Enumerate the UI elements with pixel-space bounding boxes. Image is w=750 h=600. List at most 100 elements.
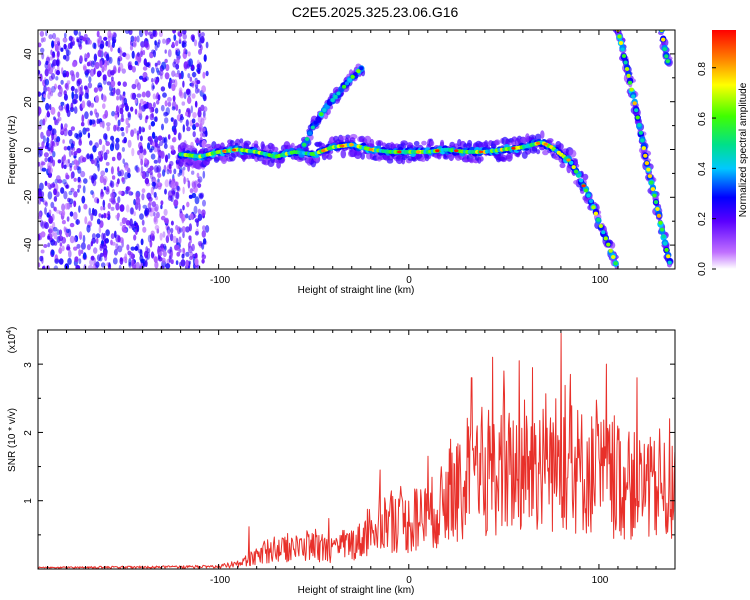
noise-blob xyxy=(187,180,191,189)
noise-blob xyxy=(38,42,42,48)
noise-blob xyxy=(104,167,109,173)
noise-blob xyxy=(196,63,201,69)
noise-blob xyxy=(99,43,104,49)
noise-blob xyxy=(157,172,162,178)
noise-blob xyxy=(147,142,151,150)
right-trace-1-core xyxy=(621,54,627,58)
upper-branch-core xyxy=(310,125,315,130)
noise-blob xyxy=(133,234,137,241)
noise-blob xyxy=(45,141,49,148)
noise-blob xyxy=(105,53,110,62)
noise-blob xyxy=(157,135,163,141)
noise-blob xyxy=(47,242,51,248)
noise-blob xyxy=(105,229,110,237)
noise-blob xyxy=(78,95,82,101)
noise-blob xyxy=(201,242,205,250)
noise-blob xyxy=(179,208,183,214)
noise-blob xyxy=(121,147,125,152)
main-trace-core xyxy=(583,188,589,193)
noise-blob xyxy=(190,34,195,41)
noise-blob xyxy=(75,71,80,79)
noise-blob xyxy=(186,126,191,132)
noise-blob xyxy=(106,262,109,267)
right-trace-1-core xyxy=(646,167,651,172)
noise-blob xyxy=(205,225,210,233)
main-trace-halo xyxy=(429,140,435,147)
noise-blob xyxy=(71,99,77,105)
noise-blob xyxy=(185,111,188,117)
noise-blob xyxy=(157,39,161,45)
noise-blob xyxy=(136,93,142,98)
trace-hotspot xyxy=(478,150,484,154)
upper-branch-core xyxy=(319,112,324,117)
noise-blob xyxy=(140,262,143,267)
noise-blob xyxy=(73,211,78,220)
colorbar-tick-label-0: 0.0 xyxy=(697,262,708,276)
main-trace-halo xyxy=(213,156,220,163)
noise-blob xyxy=(78,132,83,138)
noise-blob xyxy=(115,214,120,219)
noise-blob xyxy=(42,118,46,126)
noise-blob xyxy=(154,135,159,144)
noise-blob xyxy=(112,31,117,38)
noise-blob xyxy=(125,204,130,213)
noise-blob xyxy=(202,131,207,138)
main-trace-halo xyxy=(360,152,366,160)
noise-blob xyxy=(43,85,47,93)
noise-blob xyxy=(47,182,51,188)
noise-blob xyxy=(101,120,105,129)
noise-blob xyxy=(39,148,43,157)
noise-blob xyxy=(91,175,95,184)
top-xtick-label-neg100: -100 xyxy=(210,275,230,286)
noise-blob xyxy=(153,159,158,164)
noise-blob xyxy=(94,62,97,71)
noise-blob xyxy=(90,255,95,261)
noise-blob xyxy=(144,157,148,164)
noise-blob xyxy=(144,30,148,37)
noise-blob xyxy=(167,97,172,102)
noise-blob xyxy=(99,121,103,128)
noise-blob xyxy=(163,112,169,116)
right-trace-1-core xyxy=(624,67,630,71)
noise-blob xyxy=(108,33,113,38)
upper-branch-core xyxy=(307,131,313,136)
noise-blob xyxy=(134,246,139,251)
noise-blob xyxy=(157,94,161,101)
noise-blob xyxy=(181,226,186,234)
noise-blob xyxy=(88,39,92,45)
noise-blob xyxy=(156,99,160,105)
noise-blob xyxy=(65,71,70,78)
noise-blob xyxy=(91,119,96,125)
noise-blob xyxy=(143,103,149,109)
noise-blob xyxy=(96,198,100,204)
noise-blob xyxy=(122,256,128,262)
noise-blob xyxy=(53,116,56,121)
noise-blob xyxy=(51,249,55,256)
noise-blob xyxy=(153,50,156,58)
noise-blob xyxy=(198,48,202,55)
right-trace-1-core xyxy=(637,123,642,128)
noise-blob xyxy=(103,133,108,140)
noise-blob xyxy=(95,233,101,239)
noise-blob xyxy=(188,235,192,241)
main-trace-halo xyxy=(479,156,484,162)
noise-blob xyxy=(193,205,198,215)
noise-blob xyxy=(175,104,179,111)
top-xtick-label-0: 0 xyxy=(406,275,412,286)
noise-blob xyxy=(138,108,143,117)
noise-blob xyxy=(180,113,184,119)
main-trace-halo xyxy=(253,143,259,149)
noise-blob xyxy=(166,169,170,175)
noise-blob xyxy=(102,175,108,183)
right-trace-1-core xyxy=(647,174,653,179)
noise-blob xyxy=(171,83,176,92)
noise-blob xyxy=(171,41,175,48)
trace-hotspot xyxy=(231,148,237,152)
noise-blob xyxy=(152,93,156,100)
noise-blob xyxy=(162,250,167,258)
main-trace-core xyxy=(578,178,584,183)
noise-blob xyxy=(162,92,167,98)
noise-blob xyxy=(182,80,185,88)
noise-blob xyxy=(40,47,45,53)
